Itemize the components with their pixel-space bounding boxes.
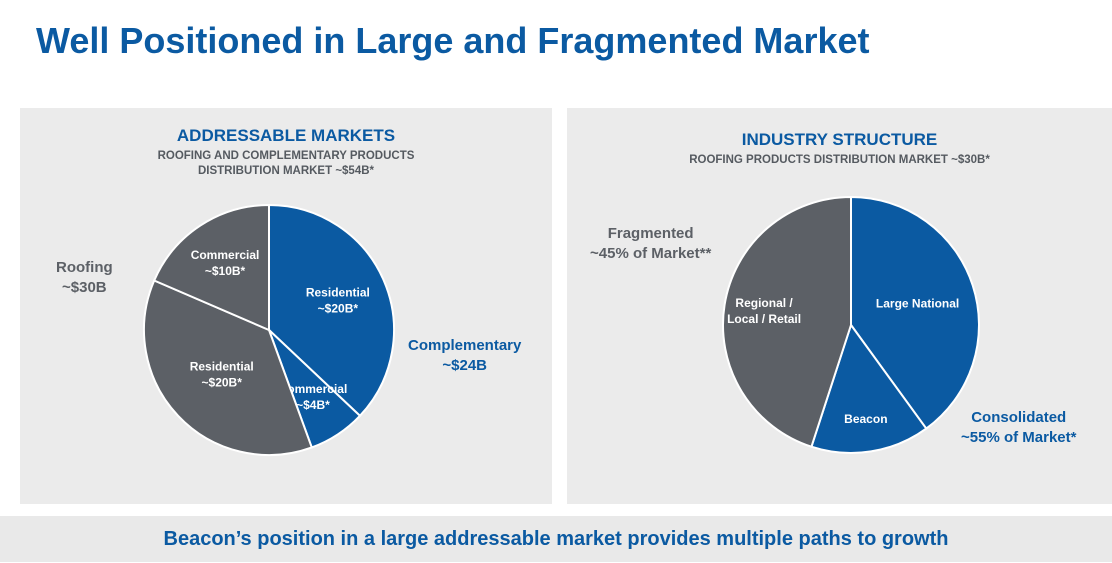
footer-banner: Beacon’s position in a large addressable… xyxy=(0,516,1112,562)
chart-title: INDUSTRY STRUCTURE xyxy=(741,130,938,149)
chart-title: ADDRESSABLE MARKETS xyxy=(176,126,396,145)
addressable-markets-pie: Residential ~$20B* Commercial ~$4B* Resident… xyxy=(143,203,395,456)
pie-slice-label: Residential xyxy=(306,285,370,299)
page-title: Well Positioned in Large and Fragmented … xyxy=(36,20,870,61)
pie-slice-2 xyxy=(143,279,314,456)
pie-slice-label: Regional / xyxy=(735,296,793,310)
chart-subtitle-line: ROOFING PRODUCTS DISTRIBUTION MARKET ~$3… xyxy=(689,154,990,166)
industry-structure-panel: INDUSTRY STRUCTURE ROOFING PRODUCTS DIST… xyxy=(567,108,1112,504)
group-label-line: ~$24B xyxy=(442,357,487,374)
pie-slice-label: ~$20B* xyxy=(202,376,243,390)
pie-slice-0 xyxy=(850,195,980,430)
group-label-line: ~45% of Market** xyxy=(590,245,712,262)
pie-slice-label: Commercial xyxy=(279,382,348,396)
fragmented-group-label: Fragmented ~45% of Market** xyxy=(590,224,711,264)
group-label-line: Consolidated xyxy=(971,409,1067,426)
pie-slice-label: Residential xyxy=(190,360,254,374)
group-label-line: Complementary xyxy=(408,337,522,354)
pie-slice-2 xyxy=(722,195,852,448)
group-label-line: ~$30B xyxy=(62,279,107,296)
roofing-group-label: Roofing ~$30B xyxy=(56,258,113,298)
pie-slice-0 xyxy=(268,203,395,418)
pie-slice-1 xyxy=(810,322,928,454)
chart-subtitle: ROOFING AND COMPLEMENTARY PRODUCTS DISTR… xyxy=(20,149,552,179)
pie-slice-3 xyxy=(152,203,270,332)
chart-subtitle-line: DISTRIBUTION MARKET ~$54B* xyxy=(197,165,375,177)
chart-subtitle-line: ROOFING AND COMPLEMENTARY PRODUCTS xyxy=(157,150,415,162)
industry-structure-pie: Large National Beacon Regional / Local / Re… xyxy=(722,195,980,454)
pie-slice-label: ~$4B* xyxy=(296,398,330,412)
pie-slice-label: ~$10B* xyxy=(205,264,246,278)
pie-slice-label: Commercial xyxy=(191,248,260,262)
footer-text: Beacon’s position in a large addressable… xyxy=(163,528,949,550)
consolidated-group-label: Consolidated ~55% of Market* xyxy=(961,408,1076,448)
pie-slice-label: ~$20B* xyxy=(318,301,359,315)
complementary-group-label: Complementary ~$24B xyxy=(408,336,521,376)
pie-slice-label: Local / Retail xyxy=(727,312,801,326)
group-label-line: Roofing xyxy=(56,259,113,276)
addressable-markets-panel: ADDRESSABLE MARKETS ROOFING AND COMPLEME… xyxy=(20,108,552,504)
group-label-line: Fragmented xyxy=(607,225,694,242)
pie-slice-label: Large National xyxy=(876,296,959,310)
pie-slice-label: Beacon xyxy=(844,412,887,426)
group-label-line: ~55% of Market* xyxy=(961,429,1077,446)
chart-subtitle: ROOFING PRODUCTS DISTRIBUTION MARKET ~$3… xyxy=(567,153,1112,168)
